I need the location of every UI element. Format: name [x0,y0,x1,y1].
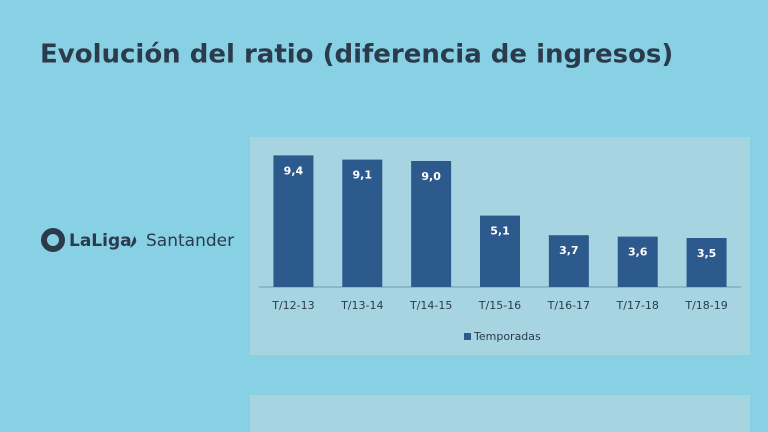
logo-text: Santander [146,231,234,251]
x-tick-label: T/18-19 [684,299,727,312]
bar [617,236,658,287]
data-label: 9,4 [284,164,304,177]
bar [411,161,452,287]
x-tick-label: T/16-17 [547,299,590,312]
data-label: 3,7 [559,244,579,257]
next-panel [250,395,750,432]
x-tick-label: T/12-13 [271,299,314,312]
bar [480,215,520,287]
bar [686,238,727,287]
data-label: 9,0 [421,170,441,183]
legend-label: Temporadas [473,330,541,343]
logo-icon-inner [47,234,59,246]
x-tick-label: T/15-16 [478,299,521,312]
data-label: 3,6 [628,246,648,259]
logo-text: LaLiga [69,231,132,251]
data-label: 9,1 [353,169,373,182]
bar [342,159,383,287]
x-tick-label: T/13-14 [340,299,383,312]
logo-flame [130,235,137,248]
x-tick-label: T/17-18 [616,299,659,312]
legend-swatch [464,333,471,340]
x-tick-label: T/14-15 [409,299,452,312]
bar [273,155,314,287]
chart-title: Evolución del ratio (diferencia de ingre… [40,40,673,70]
bar [548,235,589,287]
data-label: 5,1 [490,225,510,238]
data-label: 3,5 [697,247,717,260]
